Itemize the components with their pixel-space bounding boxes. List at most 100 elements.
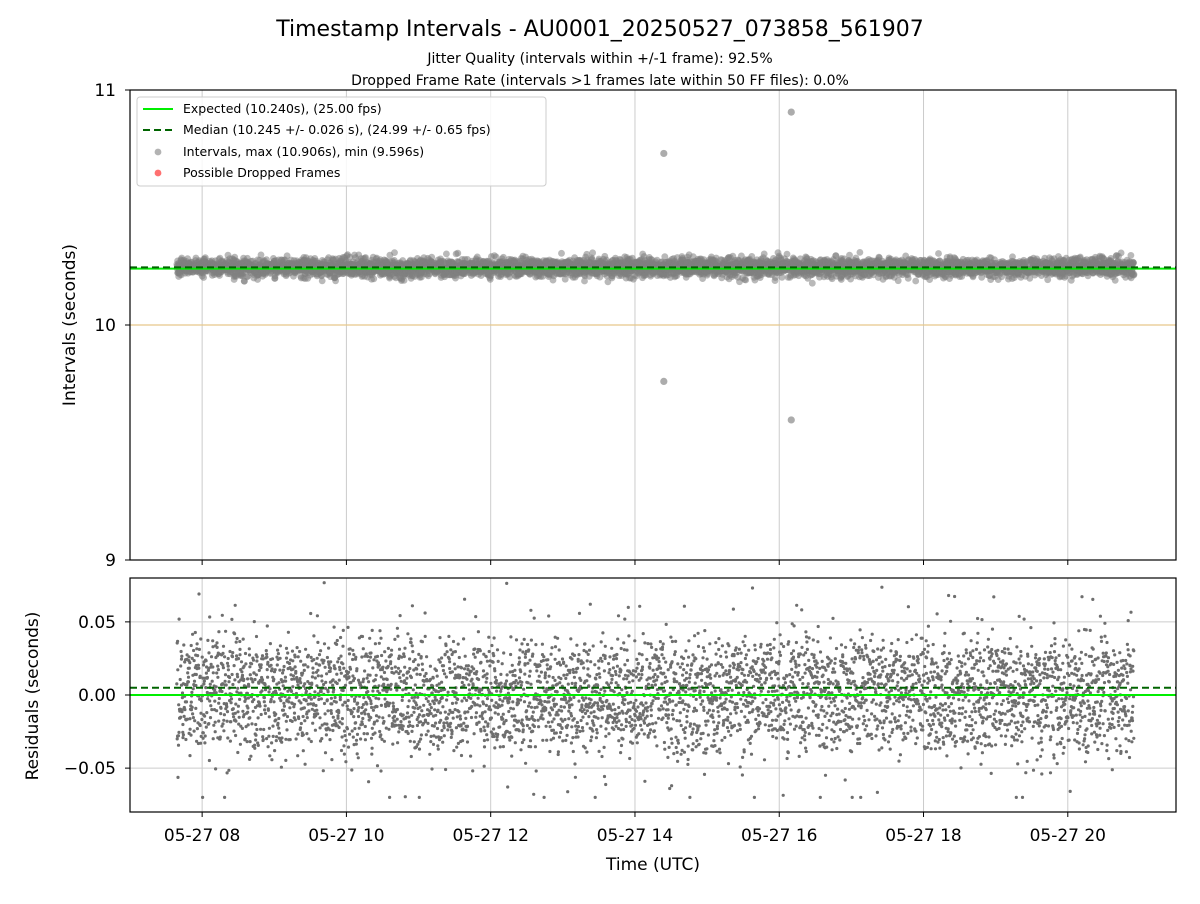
residual-point [207,651,210,654]
residual-point [236,637,239,640]
residual-point [177,703,180,706]
interval-point [200,274,207,281]
residual-point [227,680,230,683]
residual-point [222,719,225,722]
residual-point [231,651,234,654]
residual-point [181,723,184,726]
residual-point [215,641,218,644]
residual-point [213,688,216,691]
residual-point [215,691,218,694]
residual-point [233,632,236,635]
residual-point [212,671,215,674]
residual-point [225,705,228,708]
residual-point [231,655,234,658]
residual-point [223,713,226,716]
top-median-line-group [130,267,1176,268]
interval-point [558,250,565,257]
residual-point [181,736,184,739]
residual-point [226,720,229,723]
residual-point [214,721,217,724]
residual-point [206,691,209,694]
residual-point [202,682,205,685]
residual-point [224,673,227,676]
residual-point [208,759,211,762]
interval-point [589,249,596,256]
residual-point [221,663,224,666]
interval-point [857,249,864,256]
residual-point [216,665,219,668]
interval-point [1112,277,1119,284]
residual-point [194,707,197,710]
residual-point [227,657,230,660]
residual-point [203,721,206,724]
residual-point [222,645,225,648]
interval-point [391,249,398,256]
residual-point [224,680,227,683]
residual-point [221,722,224,725]
residual-point [226,771,229,774]
residual-point [190,644,193,647]
residual-point [182,733,185,736]
interval-point [401,277,408,284]
residual-point [224,630,227,633]
residual-point [177,744,180,747]
residual-point [232,730,235,733]
residual-point [236,687,239,690]
residual-point [212,724,215,727]
residual-point [194,631,197,634]
residual-point [191,706,194,709]
residual-point [223,655,226,658]
residual-point [211,680,214,683]
interval-point [1128,252,1135,259]
residual-point [202,731,205,734]
residual-point [198,648,201,651]
residual-point [176,668,179,671]
residual-point [226,710,229,713]
interval-point [935,250,942,257]
residual-point [177,734,180,737]
residual-point [235,641,238,644]
residual-point [236,751,239,754]
residual-point [217,720,220,723]
residual-point [234,720,237,723]
residual-point [186,718,189,721]
residual-point [230,697,233,700]
residual-point [226,662,229,665]
residual-point [234,703,237,706]
residual-point [211,639,214,642]
residual-point [217,702,220,705]
residual-point [221,614,224,617]
residual-point [230,618,233,621]
residual-point [196,654,199,657]
residual-point [216,676,219,679]
residual-point [219,712,222,715]
residual-point [183,708,186,711]
residual-point [212,737,215,740]
interval-point [1130,260,1137,267]
residual-point [192,687,195,690]
residual-point [227,769,230,772]
residual-point [200,699,203,702]
residual-point [218,697,221,700]
residual-point [204,734,207,737]
residual-point [222,729,225,732]
residual-point [227,668,230,671]
residual-point [217,630,220,633]
residual-point [185,700,188,703]
residual-point [203,680,206,683]
residual-point [189,728,192,731]
residual-point [207,722,210,725]
residual-point [176,776,179,779]
residual-point [232,707,235,710]
residual-point [217,668,220,671]
residual-point [214,767,217,770]
residual-point [176,737,179,740]
interval-point [761,251,768,258]
residual-point [190,701,193,704]
residual-point [204,686,207,689]
residual-point [237,657,240,660]
interval-point [443,251,450,258]
interval-point [846,252,853,259]
